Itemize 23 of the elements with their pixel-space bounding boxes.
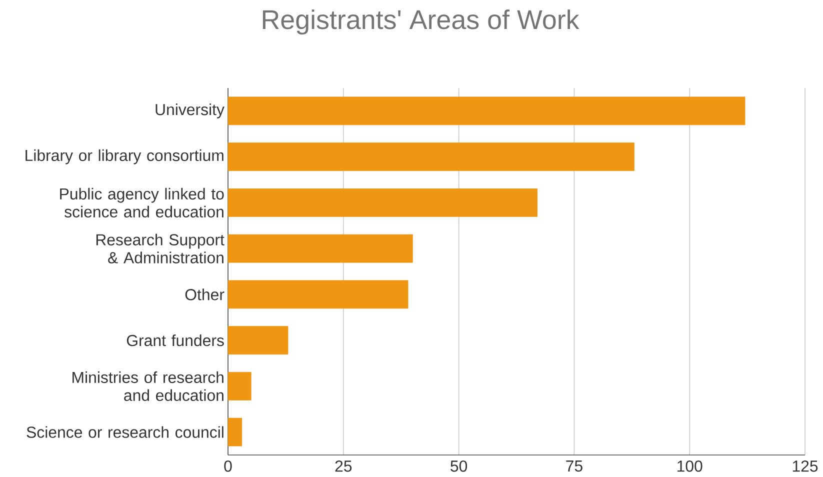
y-tick-label: Research Support & Administration xyxy=(96,234,224,264)
x-tick-label: 0 xyxy=(224,460,232,472)
x-tick-label: 100 xyxy=(678,460,702,472)
bar xyxy=(228,418,242,446)
y-tick-label: Grant funders xyxy=(126,334,224,346)
bar xyxy=(228,280,408,309)
y-tick-label: University xyxy=(156,104,224,118)
bar xyxy=(228,142,634,172)
bar xyxy=(228,96,746,126)
y-tick-label: Other xyxy=(185,288,224,300)
x-tick-label: 75 xyxy=(566,460,582,472)
bar xyxy=(228,188,538,217)
x-tick-label: 50 xyxy=(450,460,468,472)
x-tick-label: 25 xyxy=(335,460,352,472)
y-tick-label: Ministries of research and education xyxy=(72,371,224,401)
y-tick-label: Science or research council xyxy=(26,426,224,438)
bar xyxy=(228,372,252,400)
bar xyxy=(228,326,288,355)
y-tick-label: Public agency linked to science and education xyxy=(60,188,224,218)
bar xyxy=(228,234,413,263)
y-tick-label: Library or library consortium xyxy=(26,149,224,164)
x-tick-label: 125 xyxy=(792,460,818,472)
chart-title: Registrants' Areas of Work xyxy=(262,9,580,35)
